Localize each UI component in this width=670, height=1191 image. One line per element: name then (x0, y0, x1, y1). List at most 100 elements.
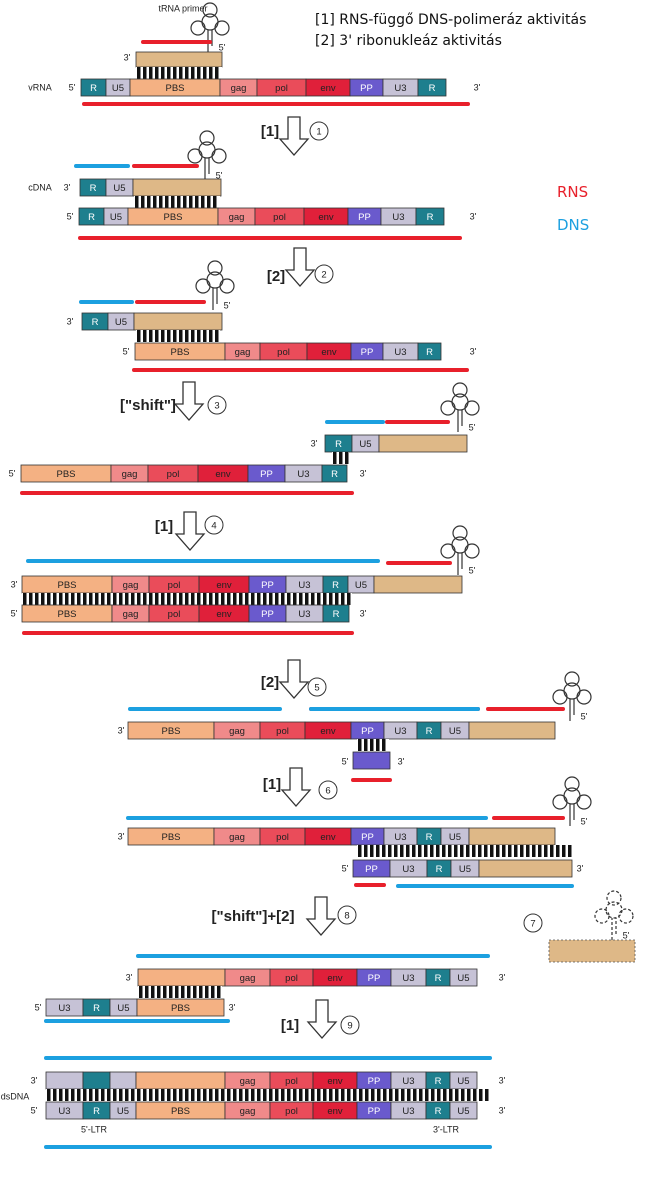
base-pair-tick (365, 1089, 369, 1101)
base-pair-tick (47, 593, 51, 605)
base-pair-tick (167, 67, 171, 79)
segment-label-u3: U3 (298, 580, 310, 591)
pairing-bg (136, 330, 220, 342)
base-pair-tick (239, 593, 243, 605)
base-pair-tick (53, 1089, 57, 1101)
base-pair-tick (113, 1089, 117, 1101)
base-pair-tick (275, 1089, 279, 1101)
base-pair-tick (167, 330, 171, 342)
base-pair-tick (221, 1089, 225, 1101)
segment-label-pbs: PBS (161, 726, 180, 737)
segment-label-r: R (436, 864, 443, 875)
segment-r (415, 207, 445, 226)
trna-loop (564, 671, 580, 687)
segment-label-r: R (88, 212, 95, 223)
base-pair-tick (382, 845, 386, 857)
base-pair-tick (167, 1089, 171, 1101)
step-label-6: [1] (263, 776, 281, 793)
base-pair-tick (89, 1089, 93, 1101)
base-pair-tick (514, 845, 518, 857)
trna-loop (219, 278, 235, 294)
segment-label-pol: pol (277, 347, 290, 358)
segment-label-u5: U5 (117, 1003, 129, 1014)
segment-label-u5: U5 (355, 580, 367, 591)
base-pair-tick (442, 845, 446, 857)
trna-primer-label: tRNA primer (158, 3, 207, 13)
base-pair-tick (125, 593, 129, 605)
base-pair-tick (353, 1089, 357, 1101)
segment-label-pbs: PBS (57, 580, 76, 591)
segment-label-gag: gag (123, 609, 139, 620)
segment-label-u5: U5 (457, 1076, 469, 1087)
base-pair-tick (358, 739, 362, 751)
end-label-5: 5' (67, 211, 74, 221)
base-pair-tick (143, 67, 147, 79)
segment-label-gag: gag (123, 580, 139, 591)
segment-label-gag: gag (229, 832, 245, 843)
segment-label-pol: pol (285, 1106, 298, 1117)
base-pair-tick (59, 1089, 63, 1101)
base-pair-tick (335, 1089, 339, 1101)
base-pair-tick (197, 330, 201, 342)
end-label-5: 5' (123, 346, 130, 356)
pp-primer-block (352, 751, 391, 770)
trna-loop (552, 794, 568, 810)
step-number-circle-1 (309, 121, 329, 141)
segment-label-u5: U5 (449, 832, 461, 843)
step-label-9: [1] (281, 1017, 299, 1034)
step-label-3: ["shift"] (120, 397, 176, 414)
base-pair-tick (159, 196, 163, 208)
primer-block (373, 575, 463, 594)
base-pair-tick (143, 1089, 147, 1101)
step-number-circle-4 (204, 515, 224, 535)
base-pair-tick (167, 593, 171, 605)
base-pair-tick (207, 196, 211, 208)
step-arrow-1 (278, 116, 310, 156)
base-pair-tick (341, 1089, 345, 1101)
segment-label-pbs: PBS (163, 212, 182, 223)
trna-loop (199, 130, 215, 146)
segment-label-pbs: PBS (171, 1106, 190, 1117)
end-label-5: 5' (342, 756, 349, 766)
segment-label-gag: gag (229, 212, 245, 223)
base-pair-tick (185, 330, 189, 342)
base-pair-tick (520, 845, 524, 857)
base-pair-tick (233, 593, 237, 605)
base-pair-tick (293, 593, 297, 605)
base-pair-tick (199, 986, 203, 998)
end-label-5: 5' (224, 300, 231, 310)
segment-label-gag: gag (122, 469, 138, 480)
trna-loop (214, 20, 230, 36)
base-pair-tick (339, 452, 343, 464)
segment-label-gag: gag (240, 973, 256, 984)
base-pair-tick (193, 986, 197, 998)
segment-label-pp: PP (260, 469, 273, 480)
step-number-circle-3 (207, 395, 227, 415)
base-pair-tick (550, 845, 554, 857)
base-pair-tick (71, 593, 75, 605)
segment-label-pp: PP (368, 1076, 381, 1087)
base-pair-tick (281, 1089, 285, 1101)
base-pair-tick (502, 845, 506, 857)
base-pair-tick (376, 739, 380, 751)
segment-label-pp: PP (261, 609, 274, 620)
base-pair-tick (299, 1089, 303, 1101)
segment-label-env: env (320, 83, 336, 94)
base-pair-tick (165, 196, 169, 208)
primer-block (135, 51, 223, 68)
segment-label-u5: U5 (112, 83, 124, 94)
base-pair-tick (137, 67, 141, 79)
segment-label-env: env (321, 347, 337, 358)
segment-label-pol: pol (167, 469, 180, 480)
segment-pbs (135, 1071, 226, 1090)
base-pair-tick (191, 330, 195, 342)
step-number: 8 (344, 911, 349, 922)
base-pair-tick (227, 593, 231, 605)
trna-loop (187, 148, 203, 164)
segment-label-env: env (216, 609, 232, 620)
segment-label-u5: U5 (115, 317, 127, 328)
segment-label-env: env (327, 1076, 343, 1087)
base-pair-tick (443, 1089, 447, 1101)
segment-label-u5: U5 (110, 212, 122, 223)
base-pair-tick (155, 330, 159, 342)
